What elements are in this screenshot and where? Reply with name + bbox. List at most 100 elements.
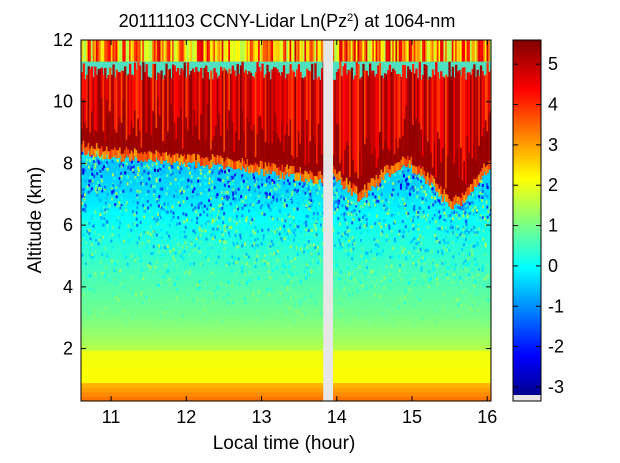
- noise-speck: [125, 175, 128, 179]
- noise-speck: [388, 196, 391, 200]
- noise-speck: [239, 236, 242, 240]
- noise-speck: [161, 253, 164, 257]
- cloud-top-noise: [99, 40, 102, 62]
- cloud-streak: [352, 79, 355, 192]
- cloud-streak: [213, 68, 216, 165]
- noise-speck: [435, 236, 438, 240]
- noise-speck: [197, 206, 200, 210]
- noise-speck: [370, 270, 373, 274]
- cloud-core: [198, 139, 201, 156]
- noise-speck: [89, 233, 92, 237]
- noise-speck: [146, 199, 149, 203]
- noise-speck: [249, 193, 252, 197]
- noise-speck: [289, 230, 292, 234]
- noise-speck: [455, 271, 458, 275]
- noise-speck: [110, 239, 113, 243]
- cloud-streak: [316, 78, 319, 185]
- noise-speck: [392, 188, 395, 192]
- noise-speck: [177, 172, 180, 176]
- noise-speck: [363, 314, 366, 318]
- noise-speck: [179, 231, 182, 235]
- noise-speck: [366, 222, 369, 226]
- cloud-streak: [95, 74, 99, 151]
- noise-speck: [398, 264, 401, 268]
- cloud-streak: [430, 77, 433, 183]
- noise-speck: [413, 246, 416, 250]
- noise-speck: [132, 222, 135, 226]
- noise-speck: [376, 242, 379, 246]
- cloud-streak: [167, 70, 170, 164]
- noise-speck: [187, 166, 190, 170]
- noise-speck: [141, 226, 144, 230]
- noise-speck: [450, 232, 453, 236]
- noise-speck: [153, 166, 156, 170]
- noise-speck: [420, 179, 423, 183]
- noise-speck: [214, 275, 217, 279]
- noise-speck: [289, 296, 292, 300]
- noise-speck: [366, 266, 369, 270]
- noise-speck: [398, 229, 401, 233]
- noise-speck: [245, 216, 248, 220]
- noise-speck: [180, 191, 183, 195]
- noise-speck: [378, 322, 381, 326]
- noise-speck: [349, 300, 352, 304]
- noise-speck: [156, 260, 159, 264]
- cloud-top-noise: [299, 40, 302, 62]
- noise-speck: [347, 200, 350, 204]
- noise-speck: [415, 210, 418, 214]
- noise-speck: [428, 188, 431, 192]
- cloud-core: [387, 148, 390, 166]
- noise-speck: [118, 201, 121, 205]
- noise-speck: [436, 227, 439, 231]
- noise-speck: [459, 217, 462, 221]
- noise-speck: [115, 186, 118, 190]
- heatmap-band: [81, 229, 491, 235]
- cloud-top-noise: [286, 40, 289, 62]
- noise-speck: [254, 256, 257, 260]
- noise-speck: [407, 169, 410, 173]
- noise-speck: [294, 228, 297, 232]
- noise-speck: [85, 231, 88, 235]
- noise-speck: [229, 218, 232, 222]
- noise-speck: [160, 165, 163, 169]
- noise-speck: [334, 272, 337, 276]
- noise-speck: [97, 219, 100, 223]
- noise-speck: [461, 233, 464, 237]
- noise-speck: [225, 263, 228, 267]
- noise-speck: [82, 208, 85, 212]
- noise-speck: [397, 274, 400, 278]
- noise-speck: [264, 280, 267, 284]
- noise-speck: [471, 193, 474, 197]
- noise-speck: [191, 249, 194, 253]
- noise-speck: [170, 292, 173, 296]
- cloud-core: [316, 163, 319, 177]
- cloud-core: [413, 139, 416, 166]
- noise-speck: [169, 249, 172, 253]
- cloud-base-edge: [402, 156, 405, 165]
- noise-speck: [128, 164, 131, 168]
- cloud-streak: [233, 70, 236, 170]
- noise-speck: [248, 264, 251, 268]
- noise-speck: [217, 209, 220, 213]
- noise-speck: [143, 231, 146, 235]
- noise-speck: [138, 241, 141, 245]
- noise-speck: [254, 178, 257, 182]
- cloud-core: [448, 164, 451, 199]
- noise-speck: [345, 230, 348, 234]
- noise-speck: [160, 314, 163, 318]
- noise-speck: [294, 188, 297, 192]
- noise-speck: [443, 217, 446, 221]
- heatmap-band: [81, 178, 491, 185]
- cloud-core: [433, 142, 436, 179]
- noise-speck: [232, 175, 235, 179]
- noise-speck: [209, 205, 212, 209]
- noise-speck: [279, 197, 282, 201]
- noise-speck: [378, 196, 381, 200]
- noise-speck: [186, 196, 189, 200]
- noise-speck: [445, 260, 448, 264]
- noise-speck: [238, 198, 241, 202]
- cloud-core: [124, 114, 127, 151]
- noise-speck: [181, 195, 184, 199]
- noise-speck: [271, 217, 274, 221]
- noise-speck: [81, 153, 84, 157]
